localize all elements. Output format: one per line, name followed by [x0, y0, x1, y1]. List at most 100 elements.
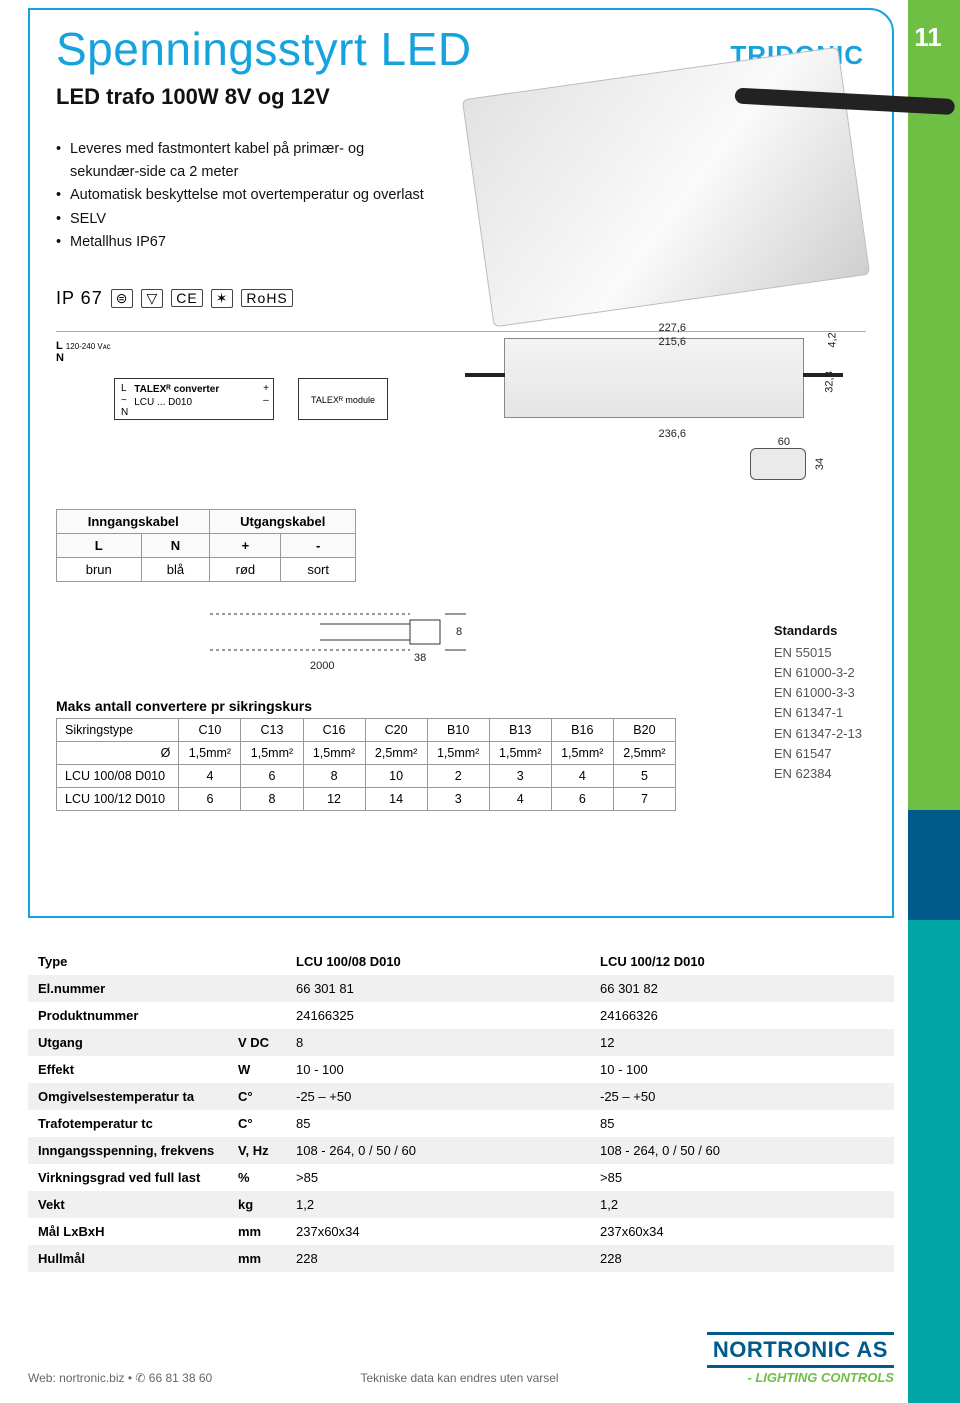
feature-item: Metallhus IP67 — [56, 231, 434, 254]
cable-dim-8: 8 — [456, 626, 462, 638]
fuse-val: 3 — [489, 764, 551, 787]
standards-item: EN 61000-3-3 — [774, 683, 862, 703]
spec-row-val: >85 — [590, 1164, 894, 1191]
footer-logo-name: NORTRONIC AS — [707, 1332, 894, 1368]
end-dimension-drawing — [750, 448, 806, 480]
standards-item: EN 61347-1 — [774, 703, 862, 723]
fuse-type: B10 — [427, 718, 489, 741]
led-module-label: TALEXᴿ module — [311, 395, 375, 405]
spec-row-unit: kg — [228, 1191, 286, 1218]
fuse-diam: 1,5mm² — [179, 741, 241, 764]
standards-item: EN 61347-2-13 — [774, 724, 862, 744]
fuse-val: 10 — [365, 764, 427, 787]
spec-col: LCU 100/12 D010 — [590, 948, 894, 975]
dim-h2: 32,8 — [823, 371, 835, 392]
converter-box: L ~ N TALEXᴿ converter LCU ... D010 + – — [114, 378, 274, 420]
standards-item: EN 62384 — [774, 764, 862, 784]
spec-row-val: 237x60x34 — [590, 1218, 894, 1245]
cable-color-table: Inngangskabel Utgangskabel L N + - brun … — [56, 509, 356, 582]
fuse-diam: 1,5mm² — [241, 741, 303, 764]
feature-list: Leveres med fastmontert kabel på primær-… — [30, 116, 460, 264]
feature-item: Leveres med fastmontert kabel på primær-… — [56, 138, 434, 184]
spec-row-label: Effekt — [28, 1056, 228, 1083]
cable-val: rød — [210, 557, 281, 581]
fuse-diam: 1,5mm² — [427, 741, 489, 764]
fuse-val: 4 — [489, 787, 551, 810]
spec-row-unit: C° — [228, 1083, 286, 1110]
cable-dim-2000: 2000 — [310, 660, 334, 672]
fuse-type: C13 — [241, 718, 303, 741]
spec-row-unit: V DC — [228, 1029, 286, 1056]
side-blue — [908, 810, 960, 920]
spec-col: LCU 100/08 D010 — [286, 948, 590, 975]
fuse-type: B13 — [489, 718, 551, 741]
fuse-row-label: Sikringstype — [57, 718, 179, 741]
footer-logo: NORTRONIC AS - LIGHTING CONTROLS — [707, 1332, 894, 1385]
standards-item: EN 55015 — [774, 643, 862, 663]
fuse-val: 2 — [427, 764, 489, 787]
cable-head-in: Inngangskabel — [57, 509, 210, 533]
spec-row-val: 10 - 100 — [286, 1056, 590, 1083]
fuse-heading: Maks antall convertere pr sikringskurs — [56, 698, 866, 714]
cert-mark: ▽ — [141, 289, 163, 308]
fuse-val: 4 — [551, 764, 613, 787]
spec-row-val: 108 - 264, 0 / 50 / 60 — [590, 1137, 894, 1164]
spec-row-val: 1,2 — [286, 1191, 590, 1218]
fuse-type: C16 — [303, 718, 365, 741]
footer-phone: 66 81 38 60 — [149, 1371, 212, 1385]
fuse-val: 6 — [179, 787, 241, 810]
fuse-diam: 1,5mm² — [489, 741, 551, 764]
spec-row-unit: mm — [228, 1218, 286, 1245]
spec-row-label: Omgivelsestemperatur ta — [28, 1083, 228, 1110]
spec-row-val: 85 — [286, 1110, 590, 1137]
cable-col: + — [210, 533, 281, 557]
fuse-val: 8 — [303, 764, 365, 787]
fuse-diam: 1,5mm² — [303, 741, 365, 764]
feature-item: Automatisk beskyttelse mot overtemperatu… — [56, 184, 434, 207]
fuse-type: B16 — [551, 718, 613, 741]
cable-dim-38: 38 — [414, 652, 426, 664]
cert-mark: ⊜ — [111, 289, 134, 308]
fuse-row-label: Ø — [57, 741, 179, 764]
page-number: 11 — [908, 22, 948, 53]
conv-L: L — [121, 383, 128, 395]
spec-row-unit — [228, 1002, 286, 1029]
spec-row-val: 66 301 82 — [590, 975, 894, 1002]
spec-row-val: 12 — [590, 1029, 894, 1056]
standards-item: EN 61000-3-2 — [774, 663, 862, 683]
conv-name1: TALEXᴿ converter — [134, 384, 219, 395]
spec-row-unit: mm — [228, 1245, 286, 1272]
spec-row-label: Hullmål — [28, 1245, 228, 1272]
cable-col: - — [281, 533, 356, 557]
fuse-type: C10 — [179, 718, 241, 741]
fuse-val: 6 — [551, 787, 613, 810]
dim-h1: 4,2 — [826, 332, 838, 347]
fuse-val: 12 — [303, 787, 365, 810]
fuse-table: Sikringstype C10 C13 C16 C20 B10 B13 B16… — [56, 718, 676, 811]
side-teal — [908, 920, 960, 1403]
conv-tilde: ~ — [121, 395, 128, 407]
spec-unit-header — [228, 948, 286, 975]
page-footer: Web: nortronic.biz • ✆ 66 81 38 60 Tekni… — [28, 1332, 894, 1385]
fuse-val: 5 — [613, 764, 675, 787]
dim-inner: 215,6 — [658, 336, 686, 348]
fuse-diam: 2,5mm² — [613, 741, 675, 764]
spec-row-label: Trafotemperatur tc — [28, 1110, 228, 1137]
footer-center: Tekniske data kan endres uten varsel — [360, 1371, 558, 1385]
fuse-val: 7 — [613, 787, 675, 810]
spec-row-val: 85 — [590, 1110, 894, 1137]
cert-mark: ✶ — [211, 289, 234, 308]
dim-outer: 227,6 — [658, 322, 686, 334]
cable-head-out: Utgangskabel — [210, 509, 356, 533]
feature-item: SELV — [56, 208, 434, 231]
conv-plus: + — [263, 383, 269, 395]
cert-mark: CE — [171, 289, 202, 307]
spec-row-val: 1,2 — [590, 1191, 894, 1218]
spec-row-val: 24166325 — [286, 1002, 590, 1029]
side-color-bar — [908, 0, 960, 1403]
conv-N: N — [121, 407, 128, 419]
spec-row-label: Mål LxBxH — [28, 1218, 228, 1245]
spec-row-val: 10 - 100 — [590, 1056, 894, 1083]
top-dimension-drawing — [504, 338, 804, 418]
footer-web: Web: nortronic.biz — [28, 1371, 125, 1385]
